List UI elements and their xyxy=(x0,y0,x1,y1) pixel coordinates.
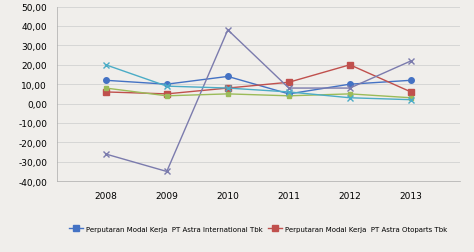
Series5 xyxy=(286,91,292,94)
Line: Series5: Series5 xyxy=(102,62,414,104)
Series3 xyxy=(408,60,414,63)
Perputaran Modal Kerja  PT Astra Otoparts Tbk xyxy=(286,81,292,84)
Series3 xyxy=(225,29,231,32)
Series5 xyxy=(103,64,109,67)
Line: Series4: Series4 xyxy=(104,87,413,101)
Series5 xyxy=(164,85,170,88)
Perputaran Modal Kerja  PT Astra Otoparts Tbk xyxy=(408,91,414,94)
Perputaran Modal Kerja  PT Astra International Tbk xyxy=(408,79,414,82)
Series4 xyxy=(103,87,109,90)
Series3 xyxy=(164,170,170,173)
Series3 xyxy=(103,153,109,156)
Perputaran Modal Kerja  PT Astra Otoparts Tbk xyxy=(103,91,109,94)
Line: Series3: Series3 xyxy=(102,27,414,175)
Perputaran Modal Kerja  PT Astra International Tbk xyxy=(164,83,170,86)
Perputaran Modal Kerja  PT Astra International Tbk xyxy=(103,79,109,82)
Legend: Perputaran Modal Kerja  PT Astra International Tbk, Perputaran Modal Kerja  PT A: Perputaran Modal Kerja PT Astra Internat… xyxy=(67,223,450,235)
Series4 xyxy=(286,95,292,98)
Perputaran Modal Kerja  PT Astra Otoparts Tbk xyxy=(225,87,231,90)
Perputaran Modal Kerja  PT Astra Otoparts Tbk xyxy=(164,93,170,96)
Series4 xyxy=(347,93,353,96)
Perputaran Modal Kerja  PT Astra Otoparts Tbk xyxy=(347,64,353,67)
Series5 xyxy=(225,87,231,90)
Series4 xyxy=(164,95,170,98)
Series3 xyxy=(347,87,353,90)
Series5 xyxy=(347,97,353,100)
Perputaran Modal Kerja  PT Astra International Tbk xyxy=(347,83,353,86)
Series5 xyxy=(408,99,414,102)
Series3 xyxy=(286,87,292,90)
Line: Perputaran Modal Kerja  PT Astra Otoparts Tbk: Perputaran Modal Kerja PT Astra Otoparts… xyxy=(103,63,414,97)
Perputaran Modal Kerja  PT Astra International Tbk xyxy=(286,93,292,96)
Perputaran Modal Kerja  PT Astra International Tbk xyxy=(225,76,231,79)
Series4 xyxy=(225,93,231,96)
Line: Perputaran Modal Kerja  PT Astra International Tbk: Perputaran Modal Kerja PT Astra Internat… xyxy=(103,74,414,97)
Series4 xyxy=(408,97,414,100)
